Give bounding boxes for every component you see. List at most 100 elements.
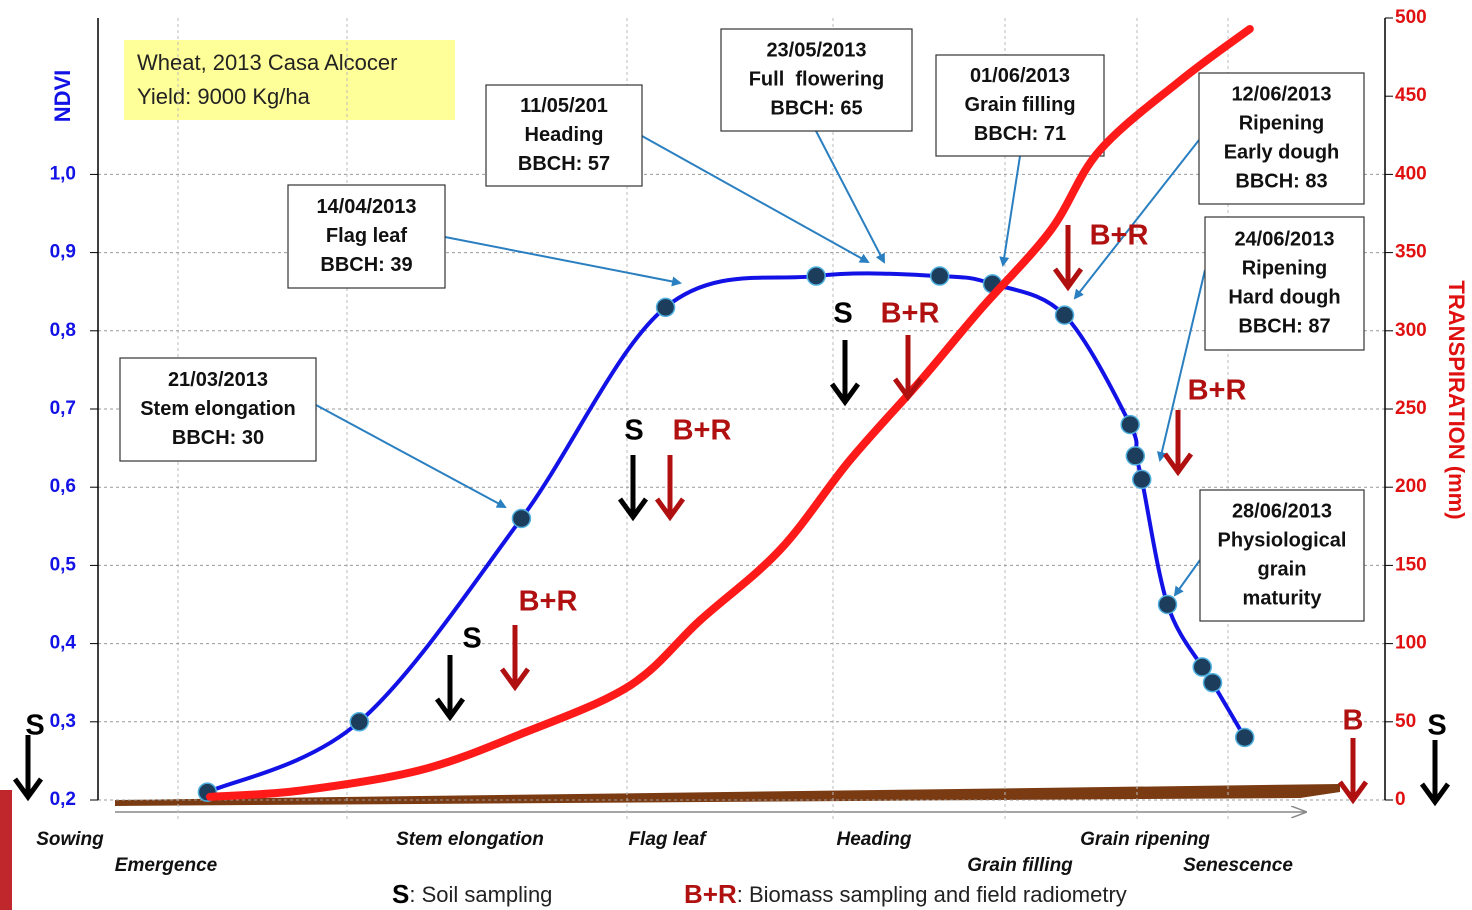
sampling-arrow (434, 655, 466, 722)
info-box (124, 40, 455, 120)
annotation-text: Ripening (1239, 112, 1325, 134)
annotation: 14/04/2013 Flag leaf BBCH: 39 (287, 184, 446, 289)
annotation-box (935, 54, 1105, 157)
callout-arrow (1173, 559, 1201, 597)
annotation-text: Full flowering (749, 68, 885, 90)
y2-tick-label: 350 (1395, 242, 1427, 263)
y2-tick-label: 250 (1395, 398, 1427, 419)
y2-tick-label: 400 (1395, 163, 1427, 184)
annotation-text: Heading (525, 124, 604, 146)
y2-tick-label: 200 (1395, 476, 1427, 497)
callout-arrow (1073, 139, 1200, 300)
annotation-box (287, 184, 446, 289)
y-tick-label: 0,6 (50, 476, 76, 497)
annotation-text: Hard dough (1228, 286, 1340, 308)
sampling-arrow (12, 735, 44, 802)
stage-label: Heading (837, 829, 912, 850)
info-text: Yield: 9000 Kg/ha (137, 84, 311, 109)
legend-key: B+R (684, 879, 737, 909)
annotation-text: BBCH: 57 (518, 153, 610, 175)
callout-arrow (815, 130, 885, 264)
annotation-text: 23/05/2013 (766, 39, 866, 61)
sampling-mark: B+R (1188, 375, 1247, 407)
annotation-text: 28/06/2013 (1232, 500, 1332, 522)
annotation: 28/06/2013 Physiological grain maturity (1199, 489, 1365, 622)
y2-tick-label: 450 (1395, 85, 1427, 106)
annotation-text: BBCH: 87 (1238, 315, 1330, 337)
stage-label: Flag leaf (628, 829, 707, 850)
y-tick-label: 0,4 (50, 633, 77, 654)
annotation-text: BBCH: 39 (320, 254, 412, 276)
sampling-mark: B+R (673, 415, 732, 447)
data-point (929, 266, 950, 286)
legend-note: B+R: Biomass sampling and field radiomet… (684, 879, 1127, 909)
sampling-arrow (892, 335, 924, 402)
annotation: 24/06/2013 Ripening Hard dough BBCH: 87 (1204, 216, 1365, 351)
annotation: 11/05/201 Heading BBCH: 57 (485, 84, 643, 187)
sampling-arrow (1337, 738, 1369, 805)
legend-key: S (392, 879, 409, 909)
sampling-arrow (654, 455, 686, 522)
sampling-mark: S (1427, 710, 1446, 742)
y-tick-label: 0,2 (50, 789, 76, 810)
sampling-arrow (499, 625, 531, 692)
stage-label: Emergence (115, 855, 218, 876)
annotation-text: Physiological (1218, 529, 1347, 551)
sampling-arrow (829, 340, 861, 407)
sampling-mark: B (1343, 705, 1364, 737)
callout-arrow (315, 404, 507, 508)
sampling-mark: S (25, 710, 44, 742)
data-point (655, 297, 676, 318)
legend-text: : Biomass sampling and field radiometry (737, 882, 1127, 907)
sampling-arrow (1162, 410, 1194, 477)
stage-label: Senescence (1183, 855, 1293, 876)
side-bar (0, 790, 12, 910)
annotation-text: 24/06/2013 (1234, 228, 1334, 250)
annotation-text: Grain filling (964, 94, 1075, 116)
sampling-mark: S (462, 623, 481, 655)
annotation-text: BBCH: 65 (770, 97, 862, 119)
series-line (205, 24, 1254, 801)
stage-label: Sowing (36, 829, 104, 850)
y2-tick-label: 300 (1395, 320, 1427, 341)
y2-tick-label: 500 (1395, 7, 1427, 28)
info-text: Wheat, 2013 Casa Alcocer (137, 50, 397, 75)
legend-text: : Soil sampling (409, 882, 552, 907)
sampling-mark: S (833, 298, 852, 330)
y-axis-label: NDVI (50, 70, 75, 123)
annotation-box (720, 28, 913, 132)
callout-arrow (999, 155, 1021, 267)
legend-note: S: Soil sampling (392, 879, 552, 909)
annotation-text: maturity (1243, 587, 1323, 609)
data-point (1202, 672, 1223, 693)
annotation-text: 01/06/2013 (970, 65, 1070, 87)
annotation-box (1199, 489, 1365, 622)
y-tick-label: 0,3 (50, 711, 76, 732)
y2-tick-label: 100 (1395, 633, 1427, 654)
data-point (1120, 414, 1140, 435)
data-point (349, 712, 370, 732)
annotation-text: Flag leaf (326, 225, 407, 247)
sampling-arrow (1419, 740, 1451, 807)
y2-tick-label: 0 (1395, 789, 1406, 810)
stage-label: Grain ripening (1080, 829, 1210, 850)
sampling-mark: B+R (1090, 220, 1149, 252)
annotation-text: BBCH: 71 (974, 123, 1066, 145)
data-point (1132, 469, 1152, 490)
data-point (1234, 727, 1255, 748)
sampling-mark: B+R (881, 298, 940, 330)
data-point (511, 508, 532, 529)
annotation: 21/03/2013 Stem elongation BBCH: 30 (119, 357, 317, 462)
annotation-text: Ripening (1242, 257, 1328, 279)
soil (115, 784, 1340, 806)
annotation-text: 12/06/2013 (1231, 83, 1331, 105)
sampling-arrow (617, 455, 649, 522)
stage-label: Grain filling (967, 855, 1073, 876)
y2-tick-label: 150 (1395, 554, 1427, 575)
data-point (1157, 594, 1178, 615)
annotation: 12/06/2013 Ripening Early dough BBCH: 83 (1198, 72, 1365, 205)
callout-arrow (1156, 269, 1206, 462)
annotation-text: grain (1258, 558, 1307, 580)
annotation-box (1198, 72, 1365, 205)
